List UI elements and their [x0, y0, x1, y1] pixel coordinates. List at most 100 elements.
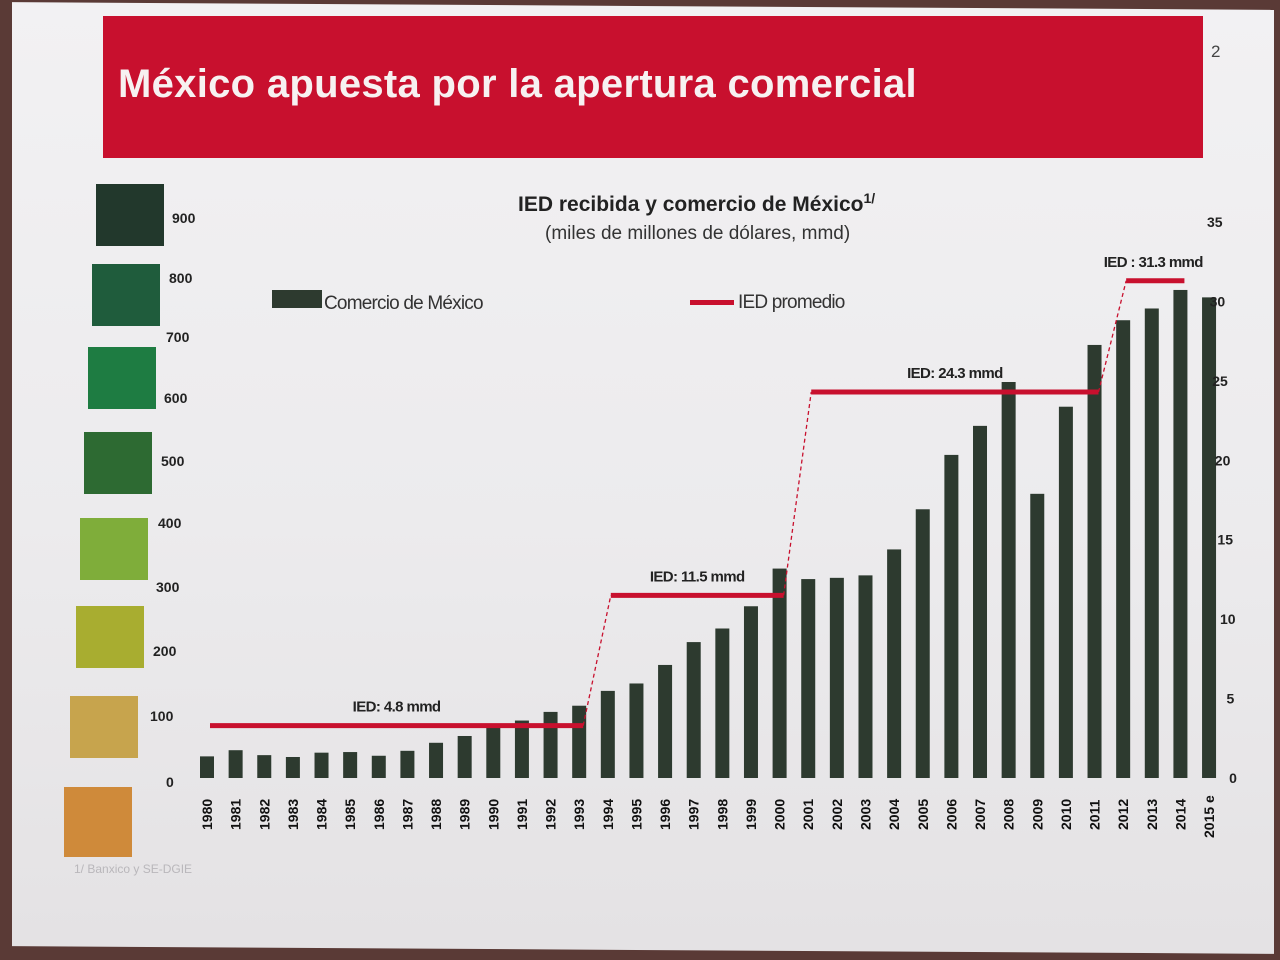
x-tick-label: 1990 [485, 799, 501, 830]
x-tick-label: 1988 [428, 799, 444, 830]
legend-label-comercio: Comercio de México [324, 293, 484, 314]
scale-label: 500 [161, 453, 185, 469]
x-tick-label: 1983 [285, 799, 301, 830]
title-bar [103, 16, 1203, 158]
bar-2014 [1173, 289, 1188, 778]
ied-segment-label: IED : 31.3 mmd [1104, 254, 1204, 271]
chart-subtitle: (miles de millones de dólares, mmd) [545, 223, 851, 244]
scale-label: 400 [158, 515, 182, 531]
scale-label: 700 [166, 329, 190, 345]
right-axis-tick: 25 [1212, 373, 1228, 389]
bar-2009 [1030, 493, 1045, 778]
scale-color-box [88, 347, 156, 409]
x-tick-label: 1986 [371, 799, 387, 830]
scale-color-box [70, 696, 138, 758]
scale-label: 800 [169, 270, 193, 286]
x-tick-label: 1996 [657, 799, 673, 830]
bar-1992 [543, 711, 558, 778]
x-tick-label: 2002 [829, 799, 845, 830]
page-number: 2 [1211, 42, 1221, 61]
slide-title: México apuesta por la apertura comercial [118, 62, 917, 106]
scale-label: 300 [156, 579, 180, 595]
x-tick-label: 2000 [772, 799, 788, 830]
legend-label-ied: IED promedio [738, 292, 845, 313]
scale-label: 0 [166, 774, 174, 790]
scale-color-box [96, 184, 164, 246]
bar-1988 [429, 742, 444, 778]
bar-1997 [686, 642, 701, 778]
scale-color-box [92, 264, 160, 326]
bar-1981 [228, 750, 243, 778]
scale-label: 600 [164, 390, 188, 406]
scale-color-box [76, 606, 144, 668]
bar-1991 [514, 720, 529, 778]
x-tick-label: 1993 [571, 799, 587, 830]
bar-1985 [343, 752, 358, 778]
right-axis-tick: 15 [1217, 532, 1233, 548]
right-axis-tick: 0 [1229, 770, 1237, 786]
x-tick-label: 1994 [600, 799, 616, 830]
bar-2007 [973, 425, 988, 778]
bar-2015-e [1202, 297, 1217, 778]
ied-connector [582, 595, 612, 726]
x-tick-label: 2003 [857, 799, 873, 830]
x-tick-label: 2013 [1144, 799, 1160, 830]
x-tick-label: 1985 [342, 799, 358, 830]
x-tick-label: 2015 e [1201, 795, 1217, 838]
x-tick-label: 2012 [1115, 799, 1131, 830]
right-axis-tick: 20 [1215, 452, 1231, 468]
bar-2008 [1001, 382, 1016, 778]
bar-1980 [200, 756, 214, 778]
x-tick-label: 2006 [943, 799, 959, 830]
bar-1999 [743, 606, 758, 778]
x-tick-label: 2010 [1058, 799, 1074, 830]
scale-color-box [84, 432, 152, 494]
x-tick-label: 2004 [886, 799, 902, 830]
x-tick-label: 2005 [915, 799, 931, 830]
source-note: 1/ Banxico y SE-DGIE [74, 862, 193, 876]
bar-2001 [801, 579, 816, 778]
ied-connector [782, 391, 812, 596]
bar-1994 [600, 690, 615, 778]
bar-2000 [772, 568, 787, 778]
x-tick-label: 1998 [714, 799, 730, 830]
bar-1995 [629, 683, 644, 778]
bar-1984 [314, 752, 329, 778]
scale-color-box [64, 787, 132, 857]
chart-title-text: IED recibida y comercio de México [518, 193, 864, 216]
x-tick-label: 1992 [543, 799, 559, 830]
bar-2013 [1144, 308, 1159, 778]
bar-2006 [944, 454, 959, 778]
right-axis-tick: 10 [1220, 611, 1236, 627]
scale-label: 200 [153, 643, 177, 659]
x-tick-label: 1987 [399, 799, 415, 830]
x-tick-label: 1981 [228, 799, 244, 830]
x-tick-label: 1980 [199, 799, 215, 830]
bar-2003 [858, 575, 873, 778]
x-tick-label: 2014 [1172, 799, 1188, 830]
bar-2004 [887, 549, 902, 778]
right-axis-tick: 35 [1207, 214, 1223, 230]
bar-1983 [285, 756, 300, 778]
x-tick-label: 1982 [256, 799, 272, 830]
chart-title-footnote: 1/ [863, 190, 876, 206]
chart-title: IED recibida y comercio de México1/ [518, 190, 875, 217]
x-tick-label: 1999 [743, 799, 759, 830]
legend-swatch-ied [690, 300, 734, 305]
bar-1990 [486, 727, 501, 778]
bar-2010 [1058, 406, 1073, 778]
bar-1993 [572, 705, 587, 778]
x-tick-label: 1984 [314, 799, 330, 830]
x-tick-label: 2007 [972, 799, 988, 830]
bar-1986 [371, 755, 386, 778]
legend-swatch-comercio [272, 290, 322, 308]
bar-1998 [715, 628, 730, 778]
x-tick-label: 1997 [686, 799, 702, 830]
scale-label: 900 [172, 210, 196, 226]
bar-2005 [915, 509, 930, 778]
bar-2012 [1116, 320, 1131, 778]
bar-2002 [829, 577, 844, 778]
right-axis-tick: 30 [1210, 293, 1226, 309]
x-tick-label: 2009 [1029, 799, 1045, 830]
